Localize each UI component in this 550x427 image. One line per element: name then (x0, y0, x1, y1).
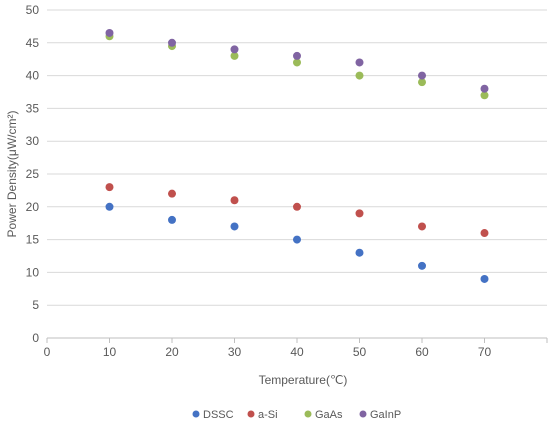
legend-label-a-Si: a-Si (258, 409, 278, 421)
point-GaInP-30 (230, 45, 239, 54)
legend-item-a-Si: a-Si (247, 409, 278, 421)
point-GaInP-40 (293, 51, 301, 60)
y-tick-label-15: 15 (26, 233, 40, 247)
legend-label-DSSC: DSSC (203, 409, 234, 421)
x-tick-label-0: 0 (44, 345, 51, 359)
point-DSSC-50 (355, 248, 364, 257)
point-DSSC-40 (293, 235, 301, 244)
legend-marker-GaAs (304, 410, 312, 418)
legend-marker-DSSC (192, 410, 200, 418)
point-a-Si-60 (418, 222, 426, 231)
x-tick-label-60: 60 (415, 345, 429, 359)
y-tick-label-20: 20 (26, 200, 40, 214)
point-a-Si-20 (168, 189, 176, 198)
point-GaAs-50 (355, 71, 364, 80)
legend-label-GaInP: GaInP (370, 409, 401, 421)
y-tick-label-40: 40 (26, 69, 40, 83)
y-tick-label-35: 35 (26, 101, 40, 115)
point-GaAs-30 (230, 51, 239, 60)
x-tick-label-30: 30 (228, 345, 242, 359)
point-a-Si-40 (293, 202, 301, 211)
point-GaAs-70 (480, 91, 489, 100)
point-GaInP-60 (418, 71, 426, 80)
point-GaInP-20 (168, 38, 176, 47)
y-tick-label-50: 50 (26, 3, 40, 17)
axes (46, 337, 548, 343)
point-a-Si-10 (105, 183, 114, 192)
legend-item-GaInP: GaInP (359, 409, 401, 421)
legend-marker-GaInP (359, 410, 367, 418)
legend-item-DSSC: DSSC (192, 409, 234, 421)
point-DSSC-30 (230, 222, 239, 231)
point-DSSC-10 (105, 202, 114, 211)
legend: DSSC a-Si GaAs GaInP (192, 409, 401, 421)
y-tick-label-5: 5 (32, 298, 39, 312)
x-tick-label-50: 50 (353, 345, 367, 359)
y-tick-label-25: 25 (26, 167, 40, 181)
y-tick-label-45: 45 (26, 36, 40, 50)
point-DSSC-20 (168, 215, 176, 224)
x-tick-label-10: 10 (103, 345, 117, 359)
legend-item-GaAs: GaAs (304, 409, 343, 421)
point-a-Si-70 (480, 229, 489, 238)
series-a-Si (105, 183, 489, 238)
x-tick-labels: 0 10 20 30 40 50 60 70 (44, 345, 492, 359)
point-DSSC-70 (480, 274, 489, 283)
point-GaAs-40 (293, 58, 301, 67)
point-GaInP-10 (105, 28, 114, 37)
point-GaAs-60 (418, 78, 426, 87)
series-GaAs (105, 32, 489, 100)
point-DSSC-60 (418, 261, 426, 270)
gridlines (47, 9, 547, 306)
point-a-Si-30 (230, 196, 239, 205)
x-tick-label-40: 40 (290, 345, 304, 359)
series-DSSC (105, 202, 489, 283)
series-GaInP (105, 28, 489, 93)
x-axis-title: Temperature(℃) (259, 373, 348, 387)
point-GaInP-70 (480, 84, 489, 93)
x-tick-label-70: 70 (478, 345, 492, 359)
y-tick-label-10: 10 (26, 265, 40, 279)
legend-marker-a-Si (247, 410, 255, 418)
x-tick-label-20: 20 (165, 345, 179, 359)
point-GaInP-50 (355, 58, 364, 67)
y-tick-label-30: 30 (26, 134, 40, 148)
legend-label-GaAs: GaAs (315, 409, 343, 421)
y-axis-title: Power Density(μW/cm²) (5, 111, 19, 238)
y-tick-label-0: 0 (32, 331, 39, 345)
data-points (105, 28, 489, 283)
y-tick-labels: 0 5 10 15 20 25 30 35 40 45 50 (26, 3, 40, 345)
point-a-Si-50 (355, 209, 364, 218)
